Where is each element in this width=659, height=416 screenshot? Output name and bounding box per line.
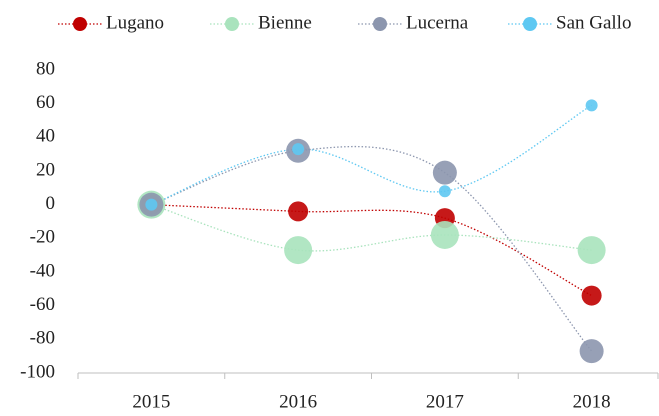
series-line <box>151 104 592 206</box>
data-point <box>292 143 305 156</box>
legend-marker <box>73 17 87 31</box>
series-line <box>151 204 592 252</box>
data-point <box>432 160 457 185</box>
legend-marker <box>523 17 537 31</box>
y-tick-label: -80 <box>30 328 55 349</box>
y-tick-label: -100 <box>20 361 55 382</box>
data-point <box>581 285 602 306</box>
y-tick-label: 60 <box>36 92 55 113</box>
legend-marker <box>225 17 239 31</box>
data-point <box>430 220 459 249</box>
legend-label: Lugano <box>106 12 164 33</box>
y-tick-label: 80 <box>36 58 55 79</box>
legend-label: San Gallo <box>556 12 631 33</box>
x-tick-label: 2015 <box>132 391 170 412</box>
data-point <box>585 99 598 112</box>
y-tick-label: -40 <box>30 260 55 281</box>
legend-label: Lucerna <box>406 12 469 33</box>
y-tick-label: -20 <box>30 227 55 248</box>
data-point <box>579 339 604 364</box>
data-point <box>145 198 158 211</box>
x-tick-label: 2017 <box>426 391 464 412</box>
data-point <box>288 201 309 222</box>
y-tick-label: 0 <box>46 193 56 214</box>
data-point <box>577 236 606 265</box>
data-point <box>284 236 313 265</box>
y-tick-label: -60 <box>30 294 55 315</box>
legend-label: Bienne <box>258 12 312 33</box>
data-point <box>438 185 451 198</box>
series-line <box>151 204 592 297</box>
series-line <box>151 145 593 352</box>
y-tick-label: 20 <box>36 159 55 180</box>
x-tick-label: 2018 <box>573 391 611 412</box>
y-tick-label: 40 <box>36 126 55 147</box>
legend-marker <box>373 17 387 31</box>
x-tick-label: 2016 <box>279 391 317 412</box>
